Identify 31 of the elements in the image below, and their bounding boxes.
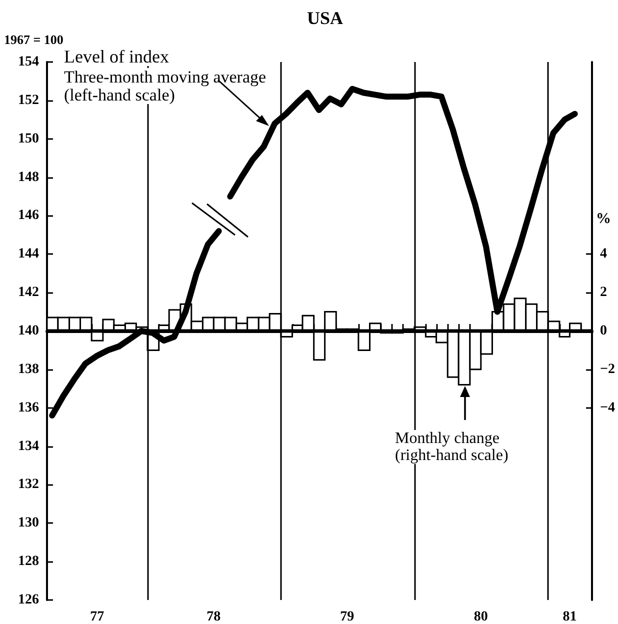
y-tick-label: 148 — [18, 170, 39, 185]
y-tick-label: 138 — [18, 362, 39, 377]
x-tick-label: 79 — [340, 610, 354, 624]
y2-tick-label: −4 — [600, 400, 616, 416]
x-tick-label: 77 — [90, 610, 104, 624]
y-tick-label: 152 — [18, 92, 39, 108]
y-tick-label: 130 — [18, 516, 39, 531]
y2-tick-label: 4 — [600, 246, 608, 262]
y-tick-label: 150 — [18, 131, 39, 146]
annotation: Three-month moving average (left-hand scale) — [64, 68, 266, 104]
y-axis-title: 1967 = 100 — [4, 32, 64, 47]
y2-axis-title: % — [596, 211, 611, 228]
x-tick-label: 80 — [474, 610, 488, 624]
y-tick-label: 144 — [18, 246, 39, 262]
y-tick-label: 140 — [18, 324, 39, 338]
annotation: Level of index — [64, 46, 169, 66]
y-tick-label: 128 — [18, 554, 39, 570]
y-tick-label: 146 — [18, 208, 39, 224]
x-tick-label: 81 — [562, 610, 577, 624]
annotation: Monthly change (right-hand scale) — [395, 430, 508, 464]
y-tick-label: 126 — [18, 592, 39, 608]
y-tick-label: 132 — [18, 477, 39, 492]
y2-tick-label: 2 — [600, 285, 608, 300]
y2-tick-label: 0 — [600, 324, 608, 338]
y-tick-label: 142 — [18, 285, 39, 300]
x-tick-label: 78 — [206, 610, 221, 624]
y-tick-label: 154 — [18, 54, 39, 70]
y2-tick-label: −2 — [600, 362, 616, 377]
chart-title: USA — [306, 8, 344, 28]
y-tick-label: 134 — [18, 438, 39, 454]
y-tick-label: 136 — [18, 400, 39, 416]
